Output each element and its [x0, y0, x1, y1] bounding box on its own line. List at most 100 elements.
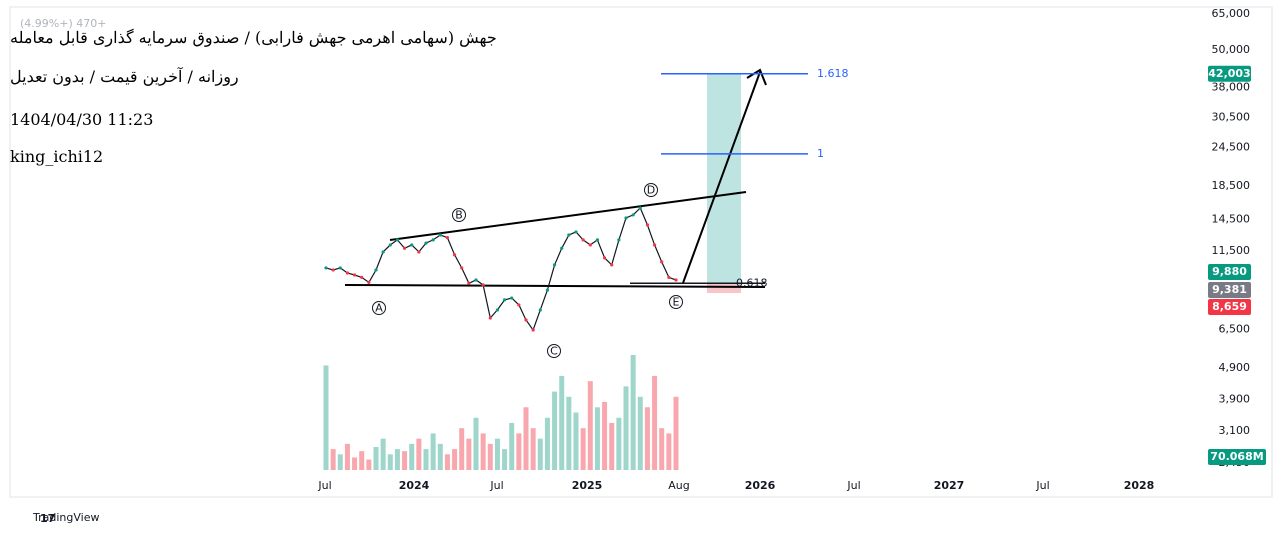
- volume-bar: [523, 407, 529, 470]
- price-point: [324, 266, 328, 270]
- price-point: [674, 278, 678, 282]
- price-point: [360, 275, 364, 279]
- price-point: [510, 296, 514, 300]
- price-point: [602, 256, 607, 260]
- price-point: [338, 266, 342, 270]
- volume-bar: [380, 438, 386, 470]
- price-point: [581, 238, 585, 242]
- volume-bar: [594, 407, 600, 470]
- volume-tag: [1208, 449, 1266, 465]
- price-point: [488, 316, 492, 320]
- price-tag-label: 8,659: [1212, 300, 1247, 313]
- volume-bar: [616, 417, 622, 470]
- volume-bar: [516, 433, 522, 470]
- faint-quote: +470 (+4.99%): [20, 17, 107, 30]
- price-point: [445, 236, 450, 240]
- price-point: [374, 268, 378, 272]
- wave-marker: [644, 183, 658, 197]
- volume-bar: [559, 375, 565, 470]
- wave-marker: [452, 208, 466, 222]
- price-point: [538, 308, 542, 312]
- datetime: 1404/04/30 11:23: [10, 110, 154, 129]
- price-point: [660, 260, 664, 264]
- author: king_ichi12: [10, 147, 104, 166]
- volume-bar: [466, 438, 472, 470]
- volume-bar: [566, 396, 572, 470]
- y-tick-label: 65,000: [1212, 7, 1251, 20]
- price-point: [524, 318, 528, 322]
- volume-bar: [394, 449, 400, 470]
- volume-bar: [666, 433, 672, 470]
- volume-bar: [537, 438, 543, 470]
- price-point: [624, 216, 628, 220]
- x-tick-label: 2026: [745, 479, 776, 492]
- volume-bar: [623, 386, 629, 470]
- wave-marker: [547, 344, 561, 358]
- y-tick-label: 14,500: [1212, 212, 1251, 225]
- volume-bar: [502, 449, 508, 470]
- price-point: [345, 271, 350, 275]
- price-point: [331, 268, 335, 272]
- price-tag-label: 9,381: [1212, 283, 1247, 296]
- volume-bar: [423, 449, 429, 470]
- volume-bar: [487, 443, 493, 470]
- price-point: [560, 246, 564, 250]
- volume-bar: [552, 391, 558, 470]
- volume-bar: [530, 428, 536, 470]
- price-point: [424, 241, 428, 245]
- wave-marker: [372, 301, 386, 315]
- price-tag: [1208, 299, 1251, 315]
- price-point: [367, 280, 371, 284]
- volume-bar: [644, 407, 650, 470]
- x-tick-label: Jul: [489, 479, 503, 492]
- y-tick-label: 24,500: [1212, 141, 1251, 154]
- volume-bar: [416, 438, 422, 470]
- fib-label: 0.618: [736, 276, 768, 289]
- volume-bar: [452, 449, 458, 470]
- price-point: [410, 243, 414, 247]
- price-point: [381, 250, 385, 254]
- wave-marker: [669, 295, 683, 309]
- price-point: [402, 246, 407, 250]
- price-point: [567, 233, 571, 237]
- volume-bar: [509, 422, 515, 470]
- wave-label: B: [455, 209, 463, 222]
- wave-label: D: [647, 184, 655, 197]
- volume-bar: [630, 355, 636, 470]
- x-tick-label: Jul: [317, 479, 331, 492]
- volume-bar: [494, 438, 500, 470]
- price-point: [431, 238, 435, 242]
- price-point: [495, 308, 500, 312]
- y-tick-label: 50,000: [1212, 43, 1251, 56]
- volume-bar: [344, 443, 350, 470]
- x-tick-label: Aug: [668, 479, 689, 492]
- price-point: [595, 238, 600, 242]
- price-point: [467, 281, 471, 285]
- volume-bar: [387, 454, 393, 470]
- price-tag-label: 9,880: [1212, 265, 1247, 278]
- x-tick-label: 2028: [1124, 479, 1155, 492]
- price-point: [438, 233, 442, 237]
- y-tick-label: 30,500: [1212, 111, 1251, 124]
- price-tag: [1208, 65, 1251, 82]
- volume-bar: [437, 443, 443, 470]
- price-point: [395, 238, 400, 242]
- price-point: [517, 303, 521, 307]
- price-point: [481, 283, 485, 287]
- wave-label: E: [673, 296, 680, 309]
- volume-bar: [330, 449, 336, 470]
- chart-frame: [9, 6, 1273, 498]
- x-tick-label: Jul: [846, 479, 860, 492]
- price-point: [574, 230, 578, 234]
- subtitle: روزانه / آخرین قیمت / بدون تعدیل: [10, 67, 239, 86]
- y-tick-label: 18,500: [1212, 179, 1251, 192]
- price-tag: [1208, 264, 1251, 281]
- price-tag-label: 42,003: [1208, 67, 1250, 80]
- price-point: [460, 266, 464, 270]
- volume-bar: [352, 457, 358, 470]
- volume-bar: [473, 417, 479, 470]
- volume-bar: [587, 381, 593, 470]
- volume-bar: [430, 433, 436, 470]
- volume-bar: [573, 412, 579, 470]
